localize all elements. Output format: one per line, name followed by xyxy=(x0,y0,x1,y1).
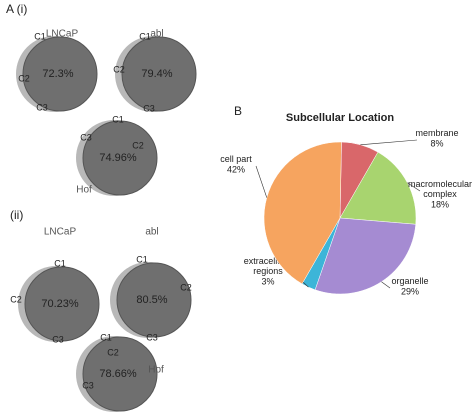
set-label: C3 xyxy=(143,103,155,113)
slice-label: organelle xyxy=(391,276,428,286)
venn-circle xyxy=(22,36,98,112)
chart-title: Subcellular Location xyxy=(286,112,394,124)
set-label: C3 xyxy=(52,334,64,344)
venn-percent: 74.96% xyxy=(99,152,137,164)
slice-label: cell part xyxy=(220,154,252,164)
slice-label: macromolecular complex xyxy=(408,179,472,199)
venn-percent: 79.4% xyxy=(141,68,172,80)
set-label: C3 xyxy=(36,102,48,112)
set-label: C3 xyxy=(80,132,92,142)
set-label: C3 xyxy=(82,380,94,390)
venn-percent: 70.23% xyxy=(41,298,79,310)
set-label: C1 xyxy=(139,31,151,41)
set-label: C2 xyxy=(113,64,125,74)
slice-value-label: 3% xyxy=(261,276,274,286)
slice-label: membrane xyxy=(415,128,458,138)
venn-name: Hof xyxy=(148,365,164,376)
set-label: C2 xyxy=(132,140,144,150)
slice-label: extracellular regions xyxy=(244,256,293,276)
venn-name: Hof xyxy=(76,185,92,196)
set-label: C1 xyxy=(54,258,66,268)
set-label: C2 xyxy=(180,282,192,292)
set-label: C3 xyxy=(146,332,158,342)
venn-name: abl xyxy=(150,29,163,40)
venn-name: abl xyxy=(145,227,158,238)
venn-name: LNCaP xyxy=(44,227,77,238)
venn-percent: 72.3% xyxy=(42,68,73,80)
pie-slice xyxy=(339,151,417,225)
set-label: C2 xyxy=(107,347,119,357)
set-label: C2 xyxy=(18,73,30,83)
set-label: C2 xyxy=(10,294,22,304)
panel-label: B xyxy=(234,104,242,118)
venn-circle xyxy=(24,266,100,342)
leader-line xyxy=(255,165,268,198)
set-label: C1 xyxy=(100,332,112,342)
set-label: C1 xyxy=(136,254,148,264)
leader-line xyxy=(360,139,418,146)
slice-value-label: 29% xyxy=(401,286,419,296)
venn-circle xyxy=(116,262,192,338)
panel-label: (ii) xyxy=(10,208,23,222)
pie-slice xyxy=(314,217,417,295)
panel-label: A (i) xyxy=(6,2,27,16)
set-label: C1 xyxy=(34,31,46,41)
venn-circle xyxy=(121,36,197,112)
venn-name: LNCaP xyxy=(46,29,79,40)
set-label: C1 xyxy=(112,114,124,124)
venn-circle xyxy=(82,336,158,412)
slice-value-label: 42% xyxy=(227,164,245,174)
slice-value-label: 8% xyxy=(430,138,443,148)
venn-circle xyxy=(82,120,158,196)
venn-percent: 80.5% xyxy=(136,294,167,306)
venn-percent: 78.66% xyxy=(99,368,137,380)
slice-value-label: 18% xyxy=(431,199,449,209)
leader-line xyxy=(407,182,421,192)
leader-line xyxy=(381,281,391,289)
